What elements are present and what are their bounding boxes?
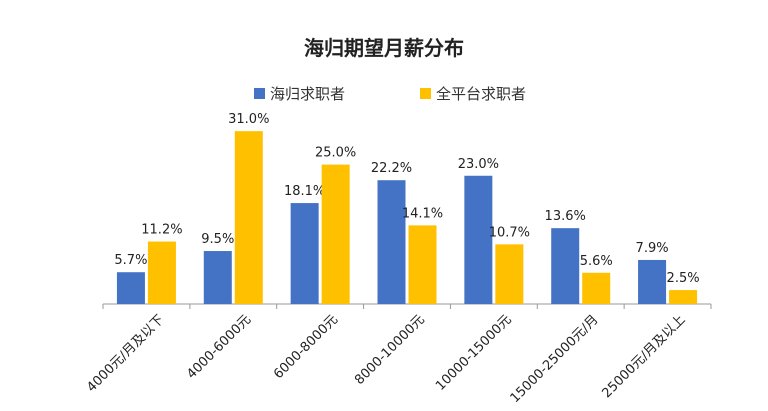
data-label-series-2: 11.2% — [141, 223, 182, 238]
data-label-series-2: 10.7% — [489, 225, 530, 240]
bar-series-2 — [147, 241, 176, 304]
x-tick-label: 25000元/月及以上 — [599, 312, 688, 401]
data-label-series-1: 5.7% — [114, 253, 147, 268]
legend-label-series-1: 海归求职者 — [270, 85, 345, 103]
legend-label-series-2: 全平台求职者 — [436, 85, 526, 103]
chart-title: 海归期望月薪分布 — [304, 36, 464, 60]
bar-series-1 — [116, 272, 145, 304]
legend-swatch-series-1 — [254, 88, 265, 99]
x-tick-label: 10000-15000元 — [433, 312, 515, 394]
bar-series-1 — [377, 180, 406, 304]
data-label-series-1: 7.9% — [636, 241, 669, 256]
data-label-series-1: 18.1% — [284, 184, 325, 199]
bar-series-1 — [290, 203, 319, 304]
bar-series-2 — [669, 290, 698, 304]
bar-series-2 — [495, 244, 524, 304]
bar-series-1 — [203, 251, 232, 304]
x-tick-label: 4000元/月及以下 — [84, 312, 167, 395]
bar-series-1 — [551, 228, 580, 304]
legend-swatch-series-2 — [420, 88, 431, 99]
x-tick-label: 6000-8000元 — [271, 312, 341, 382]
bar-series-2 — [582, 272, 611, 304]
x-tick-label: 15000-25000元/月 — [508, 312, 602, 406]
bar-series-1 — [464, 175, 493, 304]
data-label-series-2: 25.0% — [315, 146, 356, 161]
x-tick-label: 4000-6000元 — [184, 312, 254, 382]
data-label-series-2: 5.6% — [580, 254, 613, 269]
data-label-series-2: 2.5% — [667, 271, 700, 286]
data-label-series-2: 14.1% — [402, 206, 443, 221]
x-tick-label: 8000-10000元 — [352, 312, 428, 388]
data-label-series-1: 9.5% — [201, 232, 234, 247]
bar-series-1 — [638, 259, 667, 304]
data-label-series-1: 23.0% — [458, 157, 499, 172]
bar-series-2 — [408, 225, 437, 304]
bar-series-2 — [234, 131, 263, 304]
data-label-series-1: 22.2% — [371, 161, 412, 176]
plot-area: 5.7% 11.2% 4000元/月及以下 9.5% 31.0% 4000-6000元 18… — [84, 112, 712, 406]
data-label-series-1: 13.6% — [545, 209, 586, 224]
legend: 海归求职者 全平台求职者 — [254, 85, 526, 103]
data-label-series-2: 31.0% — [228, 112, 269, 127]
bar-series-2 — [321, 164, 350, 304]
